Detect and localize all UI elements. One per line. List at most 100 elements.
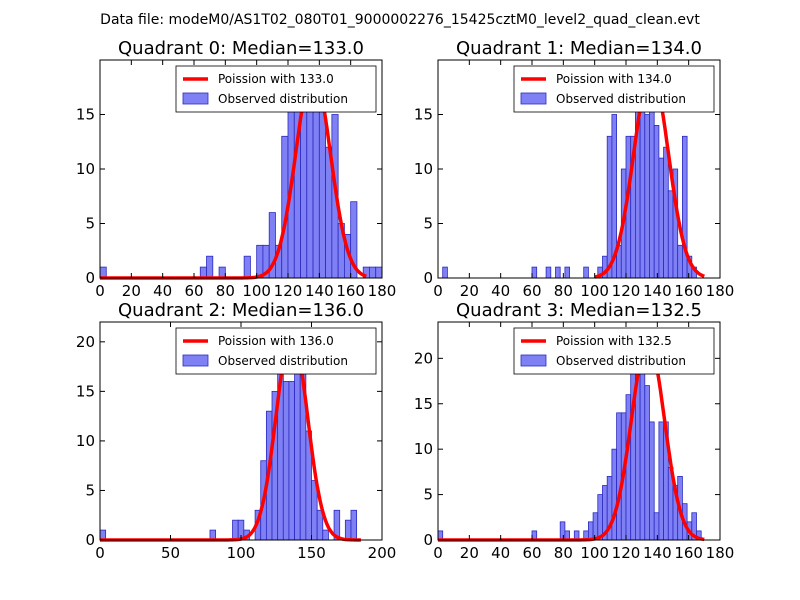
hist-bar [306,92,314,279]
legend: Poission with 132.5 Observed distribution [513,327,715,375]
x-tick-label: 140 [305,282,334,300]
x-tick-label: 160 [336,282,365,300]
hist-bar [677,244,683,279]
histogram [99,351,358,541]
hist-bar [559,521,566,541]
hist-bar [592,512,599,541]
legend-box [513,65,715,113]
hist-bar [667,190,674,279]
hist-bar [658,157,665,279]
hist-bar [611,448,618,541]
hist-bar [369,266,377,279]
x-tick-label: 120 [612,282,641,300]
x-tick-label: 60 [522,282,541,300]
legend-box [513,327,715,375]
x-tick-label: 100 [227,544,256,562]
y-tick-label: 0 [85,531,95,549]
legend-box [175,65,377,113]
y-tick-label: 10 [76,160,95,178]
x-tick-label: 180 [706,544,735,562]
y-tick-label: 5 [423,215,433,233]
panel-quadrant-3: Quadrant 3: Median=132.50 20 40 60 80 100 120 1… [414,300,734,562]
y-tick-label: 10 [414,440,433,458]
histogram [442,70,697,279]
hist-bar [344,519,352,541]
x-tick-label: 0 [433,544,443,562]
hist-bar [663,146,669,279]
x-tick-label: 20 [460,544,479,562]
x-tick-label: 180 [706,282,735,300]
legend-hist-swatch [182,92,209,105]
histogram [437,339,702,541]
axes-frame [437,321,721,541]
hist-bar [625,394,632,541]
x-tick-label: 60 [522,544,541,562]
hist-bar [206,255,214,279]
x-tick-label: 60 [184,282,203,300]
legend-hist-label: Observed distribution [556,92,686,106]
y-tick-label: 5 [423,486,433,504]
x-tick-label: 0 [433,282,443,300]
x-tick-label: 160 [674,282,703,300]
legend-hist-label: Observed distribution [218,354,348,368]
hist-bar [322,529,329,541]
y-tick-label: 0 [423,269,433,287]
legend-box [175,327,377,375]
y-tick-label: 15 [414,106,433,124]
y-tick-label: 5 [85,215,95,233]
hist-bar [531,266,538,279]
x-tick-label: 140 [643,282,672,300]
hist-bar [545,266,552,279]
hist-bar [583,266,589,279]
legend: Poission with 133.0 Observed distribution [175,65,377,113]
x-tick-label: 100 [580,544,609,562]
legend: Poission with 134.0 Observed distribution [513,65,715,113]
x-tick-label: 120 [274,282,303,300]
hist-bar [597,494,603,541]
hist-bar [243,255,251,279]
panel-title: Quadrant 2: Median=136.0 [118,300,364,321]
y-tick-label: 20 [76,333,95,351]
hist-bar [658,421,665,541]
hist-bar [649,421,655,541]
x-tick-label: 80 [554,282,573,300]
legend: Poission with 136.0 Observed distribution [175,327,377,375]
hist-bar [312,103,320,279]
x-tick-label: 0 [95,282,105,300]
legend-curve-label: Poission with 136.0 [218,334,334,348]
x-tick-label: 40 [153,282,172,300]
legend-hist-swatch [520,354,547,367]
panel-title: Quadrant 1: Median=134.0 [456,38,702,59]
legend-curve-label: Poission with 132.5 [556,334,672,348]
hist-bar [288,381,295,541]
x-tick-label: 120 [612,544,641,562]
x-tick-label: 80 [216,282,235,300]
x-tick-label: 80 [554,544,573,562]
hist-bar [653,125,660,279]
y-tick-label: 0 [423,531,433,549]
hist-bar [588,521,594,541]
x-tick-label: 100 [580,282,609,300]
x-tick-label: 20 [460,282,479,300]
y-tick-label: 5 [85,481,95,499]
legend-hist-label: Observed distribution [218,92,348,106]
legend-curve-label: Poission with 133.0 [218,72,334,86]
legend-hist-swatch [520,92,547,105]
hist-bar [606,135,613,279]
hist-bar [282,381,290,541]
x-tick-label: 160 [674,544,703,562]
hist-bar [232,519,239,541]
x-tick-label: 100 [242,282,271,300]
x-tick-label: 20 [122,282,141,300]
figure-title: Data file: modeM0/AS1T02_080T01_90000022… [100,12,700,28]
panel-quadrant-2: Quadrant 2: Median=136.0 0 50 100 150 200 0 5 10… [76,300,396,562]
hist-bar [644,114,650,279]
x-tick-label: 150 [297,544,326,562]
x-tick-label: 140 [643,544,672,562]
panel-title: Quadrant 0: Median=133.0 [118,38,364,59]
panel-quadrant-0: Quadrant 0: Median=133.00 20 40 60 80 100 120 1… [76,38,396,300]
panel-quadrant-1: Quadrant 1: Median=134.00 20 40 60 80 100 120 1… [414,38,734,300]
y-tick-label: 10 [414,160,433,178]
x-tick-label: 0 [95,544,105,562]
